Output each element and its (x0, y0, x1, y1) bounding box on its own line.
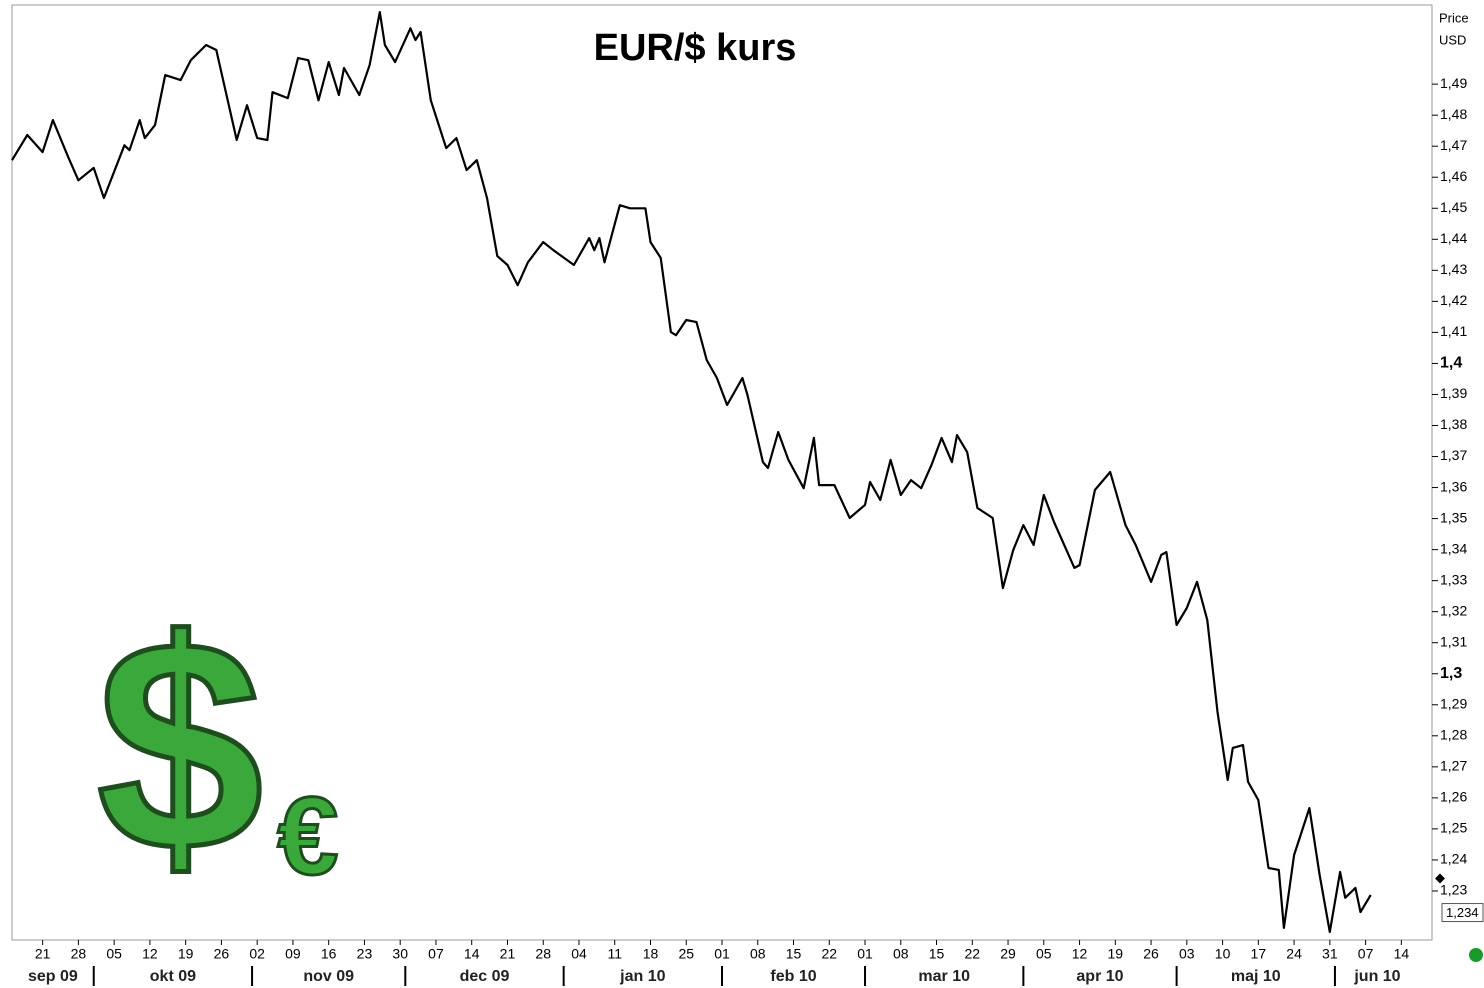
chart-title: EUR/$ kurs (594, 27, 797, 69)
x-tick-label: 21 (35, 946, 51, 962)
x-tick-label: 24 (1286, 946, 1302, 962)
x-tick-label: 31 (1322, 946, 1338, 962)
axis-title: Price (1439, 10, 1469, 25)
x-tick-label: 07 (428, 946, 444, 962)
x-tick-label: 03 (1179, 946, 1195, 962)
month-label: nov 09 (303, 968, 354, 985)
x-tick-label: 23 (357, 946, 373, 962)
y-tick-label: 1,25 (1440, 820, 1467, 836)
x-tick-label: 19 (178, 946, 194, 962)
page: EUR/$ kurs Price USD $ € 1,23 1,24 1,25 1,2… (0, 0, 1484, 988)
x-tick-label: 28 (535, 946, 551, 962)
x-tick-label: 12 (1072, 946, 1088, 962)
x-tick-label: 01 (857, 946, 873, 962)
x-tick-label: 22 (964, 946, 980, 962)
month-label: dec 09 (460, 968, 510, 985)
last-price-label: 1,234 (1446, 905, 1479, 920)
x-tick-label: 28 (71, 946, 87, 962)
month-label: mar 10 (918, 968, 970, 985)
month-label: jun 10 (1353, 968, 1400, 985)
y-tick-label: 1,23 (1440, 882, 1467, 898)
month-label: feb 10 (770, 968, 816, 985)
month-label: okt 09 (150, 968, 196, 985)
month-label: sep 09 (28, 968, 78, 985)
y-tick-label: 1,29 (1440, 695, 1467, 711)
x-tick-label: 26 (1143, 946, 1159, 962)
y-tick-label: 1,48 (1440, 106, 1467, 122)
x-tick-label: 10 (1215, 946, 1231, 962)
x-tick-label: 26 (214, 946, 230, 962)
x-tick-label: 09 (285, 946, 301, 962)
x-tick-label: 08 (893, 946, 909, 962)
x-tick-label: 08 (750, 946, 766, 962)
x-tick-label: 22 (821, 946, 837, 962)
x-tick-label: 29 (1000, 946, 1016, 962)
x-tick-label: 15 (929, 946, 945, 962)
x-tick-label: 21 (500, 946, 516, 962)
dollar-logo: $ (97, 577, 264, 913)
x-tick-label: 14 (1394, 946, 1410, 962)
y-tick-label: 1,46 (1440, 168, 1467, 184)
x-tick-label: 14 (464, 946, 480, 962)
y-tick-label: 1,28 (1440, 727, 1467, 743)
x-tick-label: 25 (678, 946, 694, 962)
y-tick-label: 1,26 (1440, 789, 1467, 805)
x-tick-label: 12 (142, 946, 158, 962)
x-tick-label: 30 (392, 946, 408, 962)
x-tick-label: 02 (249, 946, 265, 962)
y-tick-label: 1,4 (1440, 355, 1462, 372)
y-tick-label: 1,31 (1440, 633, 1467, 649)
y-tick-label: 1,32 (1440, 602, 1467, 618)
axis-unit: USD (1439, 32, 1466, 47)
y-tick-label: 1,35 (1440, 509, 1467, 525)
y-tick-label: 1,39 (1440, 385, 1467, 401)
y-tick-label: 1,44 (1440, 230, 1467, 246)
x-tick-label: 05 (1036, 946, 1052, 962)
y-tick-label: 1,41 (1440, 323, 1467, 339)
x-tick-label: 19 (1108, 946, 1124, 962)
month-label: maj 10 (1231, 968, 1281, 985)
y-tick-label: 1,34 (1440, 540, 1467, 556)
month-label: apr 10 (1076, 968, 1123, 985)
y-tick-label: 1,37 (1440, 447, 1467, 463)
y-tick-label: 1,33 (1440, 571, 1467, 587)
y-tick-label: 1,49 (1440, 75, 1467, 91)
x-tick-label: 07 (1358, 946, 1374, 962)
x-tick-label: 04 (571, 946, 587, 962)
y-tick-label: 1,36 (1440, 478, 1467, 494)
x-tick-label: 01 (714, 946, 730, 962)
y-tick-label: 1,3 (1440, 665, 1462, 682)
status-dot (1469, 948, 1483, 962)
y-tick-label: 1,42 (1440, 292, 1467, 308)
month-label: jan 10 (619, 968, 665, 985)
euro-logo: € (277, 775, 338, 898)
x-tick-label: 15 (786, 946, 802, 962)
x-tick-label: 05 (106, 946, 122, 962)
x-tick-label: 17 (1251, 946, 1267, 962)
y-tick-label: 1,45 (1440, 199, 1467, 215)
y-tick-label: 1,47 (1440, 137, 1467, 153)
y-tick-label: 1,24 (1440, 851, 1467, 867)
chart: EUR/$ kurs Price USD $ € 1,23 1,24 1,25 1,2… (0, 0, 1484, 988)
x-tick-label: 16 (321, 946, 337, 962)
x-tick-label: 11 (607, 946, 622, 962)
x-tick-label: 18 (643, 946, 659, 962)
y-tick-label: 1,27 (1440, 758, 1467, 774)
y-tick-label: 1,38 (1440, 416, 1467, 432)
y-tick-label: 1,43 (1440, 261, 1467, 277)
